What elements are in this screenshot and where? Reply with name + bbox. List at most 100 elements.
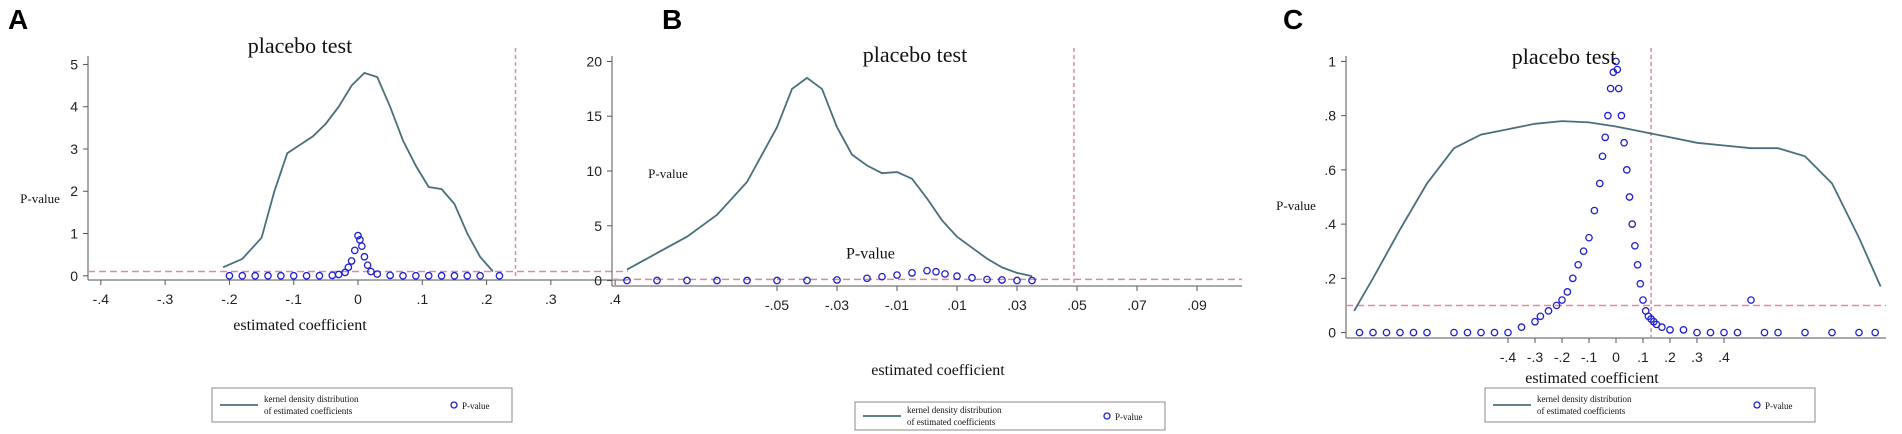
panel-letter-b: B xyxy=(662,4,683,35)
pvalue-point-c xyxy=(1620,138,1628,147)
pvalue-point-b xyxy=(743,276,751,285)
pvalue-point-a xyxy=(264,271,272,280)
pvalue-point-c xyxy=(1613,65,1622,74)
pvalue-point-a xyxy=(251,271,259,280)
pvalue-point-b xyxy=(683,276,691,285)
pvalue-point-c xyxy=(1601,133,1610,142)
y-tick-label-c: 1 xyxy=(1328,53,1336,69)
pvalue-point-b xyxy=(932,267,940,276)
pvalue-point-b xyxy=(998,276,1006,284)
pvalue-point-c xyxy=(1760,328,1769,337)
legend-label-density-c: kernel density distribution xyxy=(1537,394,1632,404)
x-tick-label-b: -.03 xyxy=(825,297,849,313)
title-c: placebo test xyxy=(1512,44,1616,69)
x-tick-label-c: 0 xyxy=(1612,349,1620,365)
pvalue-point-a xyxy=(315,271,324,280)
pvalue-point-b xyxy=(773,276,781,285)
pvalue-point-a xyxy=(463,271,472,280)
pvalue-point-a xyxy=(399,271,407,280)
legend-box-a xyxy=(211,387,513,423)
pvalue-point-c xyxy=(1706,328,1715,337)
x-tick-label-c: .3 xyxy=(1691,349,1703,365)
y-label-c: P-value xyxy=(1276,198,1316,213)
pvalue-point-c xyxy=(1477,328,1485,337)
pvalue-point-c xyxy=(1693,328,1701,337)
x-tick-label-c: -.3 xyxy=(1527,349,1544,365)
x-tick-label-c: -.4 xyxy=(1500,349,1517,365)
pvalue-point-c xyxy=(1558,296,1566,304)
pvalue-point-a xyxy=(302,271,311,280)
pvalue-point-c xyxy=(1382,328,1391,337)
pvalue-point-a xyxy=(277,271,285,280)
pvalue-point-c xyxy=(1801,328,1809,337)
legend-label-density-a: kernel density distribution xyxy=(264,394,359,404)
pvalue-point-a xyxy=(495,271,504,280)
pvalue-point-c xyxy=(1747,296,1755,304)
x-label-a: estimated coefficient xyxy=(233,317,367,334)
pvalue-point-c xyxy=(1666,326,1674,334)
pvalue-point-c xyxy=(1585,233,1593,242)
pvalue-point-c xyxy=(1828,328,1836,337)
legend-label-density2-b: of estimated coefficients xyxy=(907,417,996,427)
pvalue-point-a xyxy=(344,263,353,272)
pvalue-point-b xyxy=(833,276,841,284)
y-tick-label-c: .4 xyxy=(1324,216,1336,232)
y-tick-label-b: 15 xyxy=(586,108,602,124)
legend-marker-c xyxy=(1753,401,1761,409)
pvalue-point-a xyxy=(450,271,459,280)
pvalue-point-b xyxy=(941,270,949,278)
pvalue-point-c xyxy=(1563,288,1572,296)
y-tick-label-b: 5 xyxy=(594,218,602,234)
pvalue-point-a xyxy=(354,231,362,240)
panel-letter-a: A xyxy=(8,4,29,35)
y-label-b: P-value xyxy=(648,166,688,181)
pvalue-point-c xyxy=(1552,301,1561,310)
pvalue-point-c xyxy=(1568,274,1577,283)
legend-label-density2-a: of estimated coefficients xyxy=(264,406,353,416)
pvalue-point-c xyxy=(1463,328,1472,337)
pvalue-point-a xyxy=(424,271,433,280)
y-tick-label-c: 0 xyxy=(1328,325,1336,341)
x-tick-label-b: .09 xyxy=(1187,297,1207,313)
pvalue-point-c xyxy=(1598,152,1607,161)
y-tick-label-a: 4 xyxy=(70,99,78,115)
y-tick-label-b: 20 xyxy=(586,53,602,69)
y-tick-label-a: 2 xyxy=(70,183,78,199)
pvalue-point-a xyxy=(334,270,343,279)
legend-marker-a xyxy=(450,401,458,409)
pvalue-point-c xyxy=(1606,84,1615,93)
pvalue-point-c xyxy=(1590,206,1599,215)
y-tick-label-a: 0 xyxy=(70,268,78,284)
pvalue-point-c xyxy=(1631,241,1639,250)
pvalue-point-a xyxy=(437,271,446,280)
y-tick-label-c: .6 xyxy=(1324,162,1336,178)
x-tick-label-a: .1 xyxy=(416,291,428,307)
pvalue-point-b xyxy=(983,275,991,284)
pvalue-point-b xyxy=(863,274,871,283)
x-tick-label-b: .05 xyxy=(1067,297,1087,313)
pvalue-point-b xyxy=(653,276,661,285)
x-tick-label-c: -.2 xyxy=(1554,349,1571,365)
title-b: placebo test xyxy=(863,42,967,67)
x-label-c: estimated coefficient xyxy=(1525,370,1659,387)
y-tick-label-a: 3 xyxy=(70,141,78,157)
pvalue-point-c xyxy=(1423,328,1431,337)
x-tick-label-a: -.1 xyxy=(286,291,303,307)
pvalue-point-a xyxy=(358,242,366,251)
pvalue-point-a xyxy=(373,270,382,278)
pvalue-point-c xyxy=(1617,111,1626,120)
x-tick-label-b: -.05 xyxy=(765,297,789,313)
pvalue-point-b xyxy=(953,272,961,280)
density-line-c xyxy=(1353,120,1882,312)
pvalue-point-c xyxy=(1612,57,1620,66)
pvalue-point-c xyxy=(1536,312,1545,321)
x-tick-label-c: .2 xyxy=(1664,349,1676,365)
pvalue-point-c xyxy=(1517,323,1526,332)
pvalue-point-b xyxy=(713,276,721,285)
pvalue-point-c xyxy=(1855,328,1863,337)
pvalue-point-a xyxy=(350,246,359,255)
pvalue-point-c xyxy=(1720,328,1728,337)
pvalue-point-b xyxy=(1013,276,1021,285)
x-tick-label-a: .4 xyxy=(609,291,621,307)
